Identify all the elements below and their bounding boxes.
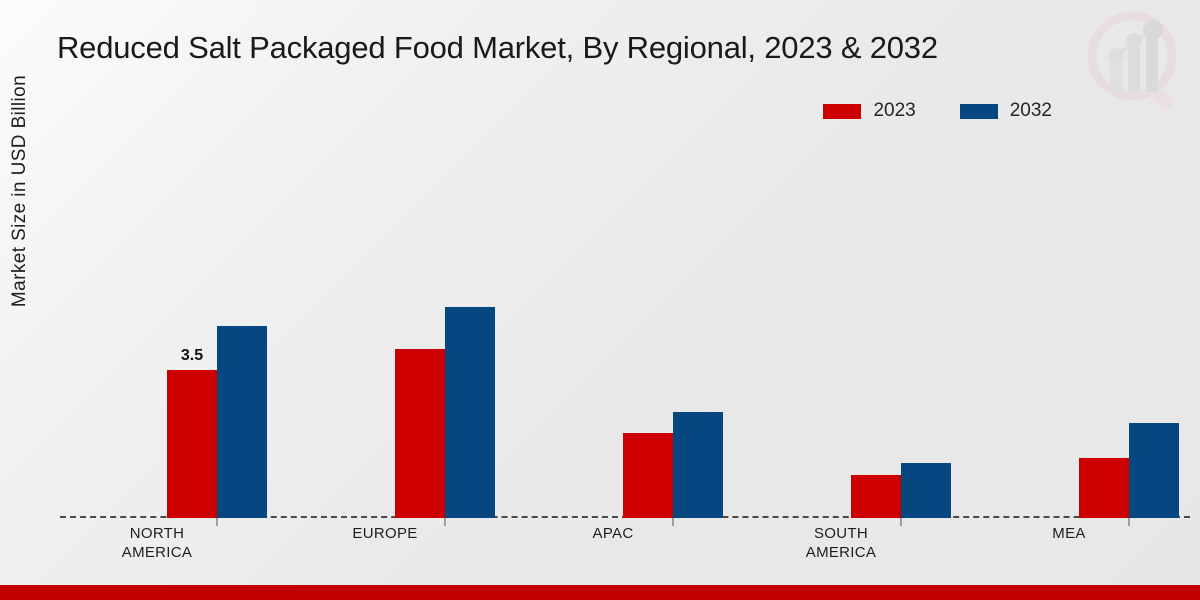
magnifier-bar-chart-logo-icon xyxy=(1074,8,1194,118)
x-axis-label-line: AMERICA xyxy=(805,544,877,561)
x-axis-tick xyxy=(216,518,218,526)
x-axis-tick xyxy=(900,518,902,526)
x-axis-label-line: MEA xyxy=(1052,525,1086,542)
x-axis-label-apac: APAC xyxy=(513,524,713,543)
bar-2032-apac[interactable] xyxy=(673,412,723,518)
legend-swatch-blue-icon xyxy=(959,103,998,119)
bar-2023-north-america[interactable]: 3.5 xyxy=(167,347,217,518)
chart-title: Reduced Salt Packaged Food Market, By Re… xyxy=(57,30,938,65)
y-axis-title: Market Size in USD Billion xyxy=(9,74,30,308)
bar-2032-north-america[interactable] xyxy=(217,326,267,518)
legend-label-2032: 2032 xyxy=(1009,100,1052,121)
x-axis-tick xyxy=(444,518,446,526)
bar-2032-europe[interactable] xyxy=(445,307,495,518)
bar-2023-mea[interactable] xyxy=(1079,458,1129,518)
bar-group-north-america: 3.5 xyxy=(117,140,317,526)
bar-value-label: 3.5 xyxy=(180,347,204,364)
plot-area: 3.5 xyxy=(60,140,1190,526)
bar-2032-mea[interactable] xyxy=(1129,423,1179,518)
chart-legend: 2023 2032 xyxy=(823,100,1052,122)
bar-2023-europe[interactable] xyxy=(395,349,445,518)
footer-accent-bar xyxy=(0,585,1200,600)
legend-swatch-red-icon xyxy=(823,103,862,119)
x-axis-tick xyxy=(672,518,674,526)
bar-group-mea xyxy=(1029,140,1200,526)
legend-item-2032[interactable]: 2032 xyxy=(959,100,1052,122)
x-axis-label-mea: MEA xyxy=(969,524,1169,543)
legend-item-2023[interactable]: 2023 xyxy=(823,100,916,122)
x-axis-label-line: AMERICA xyxy=(121,544,193,561)
x-axis-label-north-america: NORTH AMERICA xyxy=(57,524,257,562)
bar-2032-south-america[interactable] xyxy=(901,463,951,518)
x-axis-tick xyxy=(1128,518,1130,526)
bar-group-europe xyxy=(345,140,545,526)
x-axis-label-south-america: SOUTH AMERICA xyxy=(741,524,941,562)
x-axis-label-line: NORTH xyxy=(129,525,185,542)
bar-2023-apac[interactable] xyxy=(623,433,673,518)
bar-group-south-america xyxy=(801,140,1001,526)
bar-group-apac xyxy=(573,140,773,526)
x-axis-label-line: APAC xyxy=(592,525,634,542)
x-axis-label-line: SOUTH xyxy=(814,525,868,542)
legend-label-2023: 2023 xyxy=(873,100,916,121)
bar-2023-south-america[interactable] xyxy=(851,475,901,518)
x-axis-label-europe: EUROPE xyxy=(285,524,485,543)
x-axis-label-line: EUROPE xyxy=(352,525,418,542)
